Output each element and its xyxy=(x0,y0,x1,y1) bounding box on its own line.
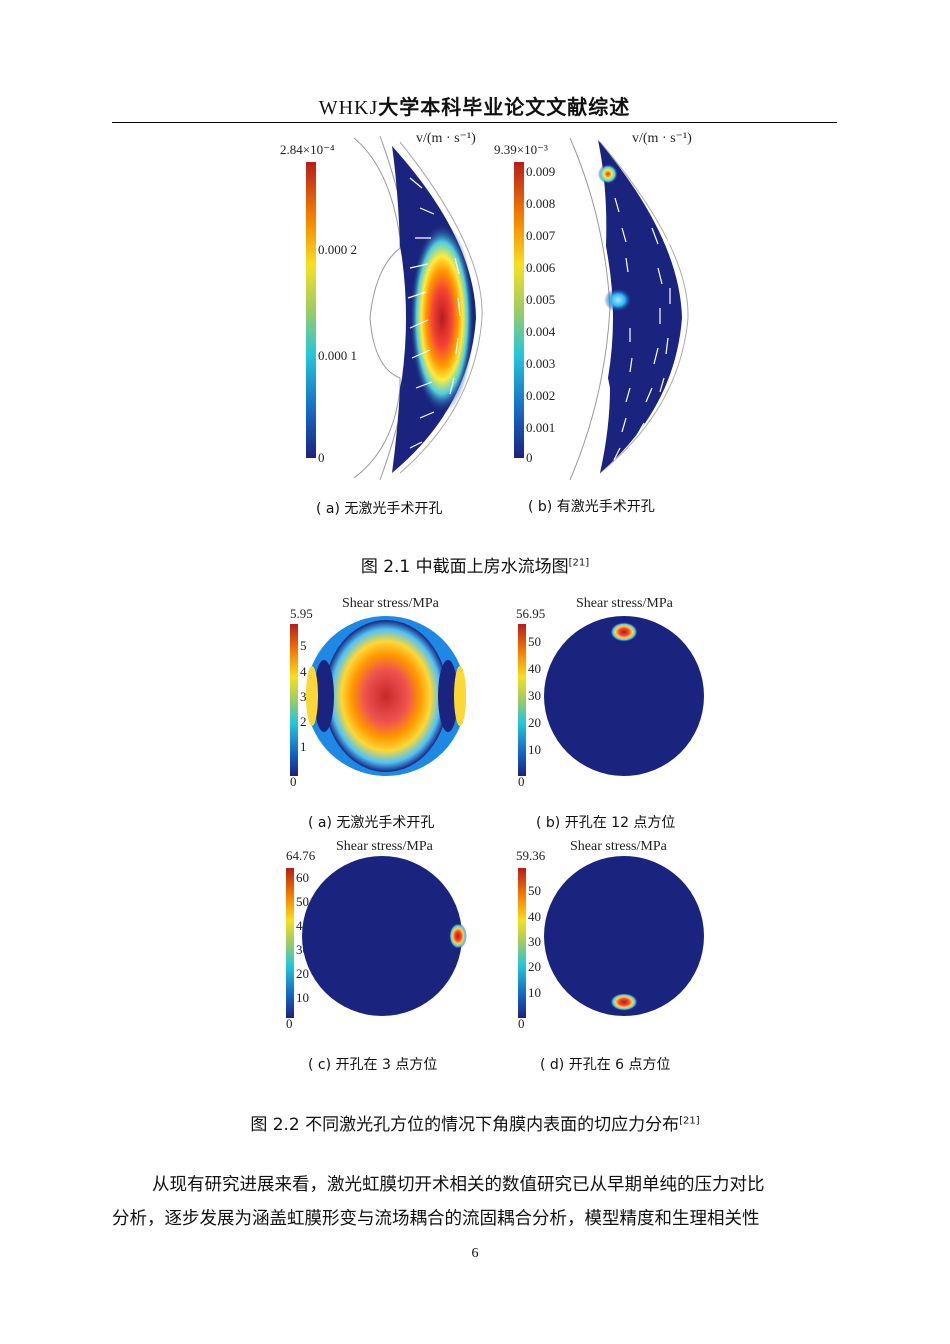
fig1b-tick: 0 xyxy=(526,450,533,465)
fig1b-sublabel-text: 有激光手术开孔 xyxy=(556,499,655,515)
fig2b-tick: 20 xyxy=(528,715,541,730)
figure-2-1: v/(m · s⁻¹) 2.84×10⁻⁴ 0.000 2 0.000 1 0 … xyxy=(280,131,692,481)
figure-2-2: Shear stress/MPa 5.95 5 4 3 2 1 0 Shear … xyxy=(286,596,704,1031)
fig2c-tick: 60 xyxy=(296,870,309,885)
fig2c-tick: 0 xyxy=(286,1016,293,1031)
fig1a-sublabel-tag: ( a) xyxy=(316,501,340,517)
fig2a-tick: 2 xyxy=(300,714,307,729)
fig2b-colorbar xyxy=(518,624,526,776)
fig1b-sublabel: ( b) 有激光手术开孔 xyxy=(528,496,655,516)
fig2c-colorbar xyxy=(286,868,294,1018)
fig2d-sublabel-text: 开孔在 6 点方位 xyxy=(568,1057,671,1073)
fig2d-colorbar xyxy=(518,868,526,1018)
fig2c-sublabel: ( c) 开孔在 3 点方位 xyxy=(308,1054,437,1074)
fig2d-tick: 0 xyxy=(518,1016,525,1031)
fig1b-unit-label: v/(m · s⁻¹) xyxy=(632,131,692,146)
fig2c-max-label: 64.76 xyxy=(286,848,316,863)
fig2a-colorbar xyxy=(290,624,298,776)
fig2d-title: Shear stress/MPa xyxy=(570,839,668,854)
fig2a-title: Shear stress/MPa xyxy=(342,596,440,611)
fig2b-max-label: 56.95 xyxy=(516,606,545,621)
fig1b-tick: 0.007 xyxy=(526,228,556,243)
fig1b-tick: 0.005 xyxy=(526,292,555,307)
fig1b-tick: 0.002 xyxy=(526,388,555,403)
fig2c-sublabel-text: 开孔在 3 点方位 xyxy=(335,1057,438,1073)
fig2-panel-c: Shear stress/MPa 64.76 60 50 40 30 20 10… xyxy=(286,839,467,1031)
fig2-caption-ref: [21] xyxy=(679,1115,700,1127)
fig2b-tick: 50 xyxy=(528,634,541,649)
fig1b-colorbar xyxy=(514,162,524,458)
fig1b-tick: 0.003 xyxy=(526,356,555,371)
fig2b-sublabel: ( b) 开孔在 12 点方位 xyxy=(536,812,675,832)
figure-2-1-caption: 图 2.1 中截面上房水流场图[21] xyxy=(0,552,950,577)
page-number: 6 xyxy=(471,1246,479,1261)
fig1b-max-label: 9.39×10⁻³ xyxy=(494,142,548,157)
header-rule xyxy=(112,122,837,123)
fig2a-sublabel: ( a) 无激光手术开孔 xyxy=(308,812,434,832)
fig1a-tick: 0.000 1 xyxy=(318,348,357,363)
figure-2-2-caption: 图 2.2 不同激光孔方位的情况下角膜内表面的切应力分布[21] xyxy=(0,1110,950,1135)
fig1b-tick: 0.006 xyxy=(526,260,556,275)
running-header: WHKJ大学本科毕业论文文献综述 xyxy=(112,90,837,124)
fig2a-tick: 3 xyxy=(300,689,307,704)
fig2a-tick: 0 xyxy=(290,774,297,789)
fig2d-tick: 10 xyxy=(528,985,541,1000)
fig1b-tick: 0.001 xyxy=(526,420,555,435)
fig2d-max-label: 59.36 xyxy=(516,848,546,863)
fig2a-max-label: 5.95 xyxy=(290,606,313,621)
fig1a-sublabel-text: 无激光手术开孔 xyxy=(344,501,443,517)
fig2d-tick: 20 xyxy=(528,959,541,974)
fig2-caption-text: 图 2.2 不同激光孔方位的情况下角膜内表面的切应力分布 xyxy=(250,1115,680,1135)
fig2-panel-d: Shear stress/MPa 59.36 50 40 30 20 10 0 xyxy=(516,839,704,1031)
header-cjk: 大学本科毕业论文文献综述 xyxy=(378,95,631,119)
fig2b-tick: 0 xyxy=(518,774,525,789)
fig1b-tick: 0.009 xyxy=(526,164,555,179)
fig2a-sublabel-tag: ( a) xyxy=(308,815,332,831)
header-title: WHKJ大学本科毕业论文文献综述 xyxy=(319,95,631,119)
body-paragraph: 从现有研究进展来看，激光虹膜切开术相关的数值研究已从早期单纯的压力对比 分析，逐… xyxy=(112,1168,837,1236)
fig2c-tick: 10 xyxy=(296,990,309,1005)
fig2b-title: Shear stress/MPa xyxy=(576,596,674,611)
fig1b-tick: 0.008 xyxy=(526,196,555,211)
fig2b-tick: 40 xyxy=(528,661,541,676)
fig2d-tick: 30 xyxy=(528,934,541,949)
fig1-caption-ref: [21] xyxy=(568,557,590,569)
fig1a-max-label: 2.84×10⁻⁴ xyxy=(280,142,335,157)
body-line-1-text: 从现有研究进展来看，激光虹膜切开术相关的数值研究已从早期单纯的压力对比 xyxy=(152,1175,765,1195)
fig1-panel-a: v/(m · s⁻¹) 2.84×10⁻⁴ 0.000 2 0.000 1 0 xyxy=(280,131,483,481)
fig1a-sublabel: ( a) 无激光手术开孔 xyxy=(316,498,442,518)
fig1a-colorbar xyxy=(306,162,316,458)
header-latin: WHKJ xyxy=(318,97,379,119)
fig2-panel-b: Shear stress/MPa 56.95 50 40 30 20 10 0 xyxy=(516,596,704,789)
fig2d-sublabel-tag: ( d) xyxy=(540,1057,565,1073)
fig2c-title: Shear stress/MPa xyxy=(336,839,434,854)
fig2d-sublabel: ( d) 开孔在 6 点方位 xyxy=(540,1054,671,1074)
fig2d-tick: 50 xyxy=(528,883,541,898)
fig2c-tick: 20 xyxy=(296,966,309,981)
fig2-panel-a: Shear stress/MPa 5.95 5 4 3 2 1 0 xyxy=(290,596,466,789)
fig1a-unit-label: v/(m · s⁻¹) xyxy=(416,131,476,146)
fig2b-sublabel-tag: ( b) xyxy=(536,815,561,831)
fig1a-tick: 0.000 2 xyxy=(318,242,357,257)
fig2b-sublabel-text: 开孔在 12 点方位 xyxy=(564,815,676,831)
body-line-2: 分析，逐步发展为涵盖虹膜形变与流场耦合的流固耦合分析，模型精度和生理相关性 xyxy=(112,1209,760,1229)
fig2b-tick: 30 xyxy=(528,688,541,703)
fig2b-tick: 10 xyxy=(528,742,541,757)
fig2d-tick: 40 xyxy=(528,909,541,924)
fig1b-tick: 0.004 xyxy=(526,324,556,339)
fig2c-sublabel-tag: ( c) xyxy=(308,1057,332,1073)
body-line-1: 从现有研究进展来看，激光虹膜切开术相关的数值研究已从早期单纯的压力对比 xyxy=(112,1168,837,1202)
fig1a-tick: 0 xyxy=(318,450,325,465)
fig1-caption-text: 图 2.1 中截面上房水流场图 xyxy=(360,557,569,577)
fig2a-tick: 5 xyxy=(300,638,307,653)
fig2a-tick: 4 xyxy=(300,664,307,679)
fig2c-tick: 50 xyxy=(296,894,309,909)
fig1b-sublabel-tag: ( b) xyxy=(528,499,553,515)
fig1-panel-b: v/(m · s⁻¹) 9.39×10⁻³ 0.009 0.008 0.007 … xyxy=(494,131,692,481)
fig2a-tick: 1 xyxy=(300,739,307,754)
fig2a-sublabel-text: 无激光手术开孔 xyxy=(336,815,435,831)
